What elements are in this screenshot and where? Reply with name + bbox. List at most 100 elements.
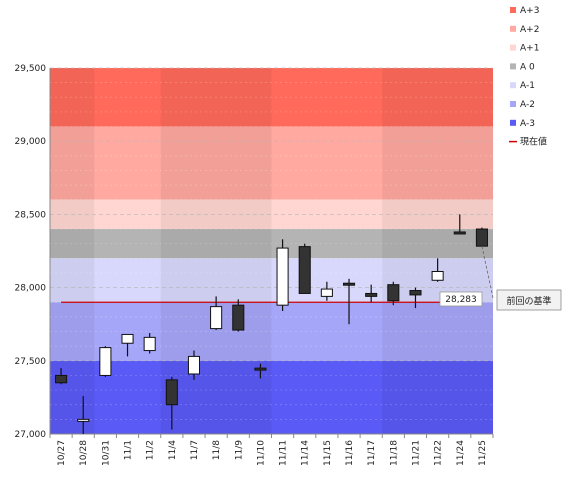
legend: A+3 A+2 A+1 A 0 A-1 A-2 A-3 現在値 — [509, 6, 547, 148]
legend-swatch-5 — [510, 101, 516, 107]
candle-body-up — [320, 288, 333, 297]
zone-band-3 — [50, 229, 493, 259]
x-tick-label: 11/1 — [124, 440, 134, 460]
x-tick-label: 11/16 — [345, 440, 355, 466]
candle-11/25 — [475, 227, 488, 247]
candle-11/11 — [276, 239, 289, 312]
x-tick-label: 10/27 — [57, 440, 67, 466]
x-tick-label: 11/2 — [146, 440, 156, 460]
x-tick-label: 11/24 — [456, 440, 466, 466]
y-tick-label: 29,500 — [15, 64, 47, 74]
candle-11/4 — [165, 376, 178, 430]
candle-body-down — [365, 292, 378, 297]
candle-body-up — [210, 306, 223, 330]
candle-body-up — [187, 355, 201, 375]
x-tick-label: 11/10 — [256, 440, 266, 466]
legend-label: A-2 — [520, 100, 535, 110]
legend-label: A+2 — [520, 25, 539, 35]
zone-band-1 — [50, 126, 493, 200]
candle-11/17 — [365, 284, 378, 303]
legend-label: A-3 — [520, 119, 535, 129]
column-shade-1 — [160, 68, 272, 434]
x-tick-label: 11/22 — [434, 440, 444, 466]
x-tick-label: 11/21 — [411, 440, 421, 466]
candle-10/27 — [55, 368, 68, 385]
candle-body-down — [55, 374, 68, 384]
x-tick-labels: 10/27 10/28 10/31 11/1 11/2 11/4 11/7 11/8 11/9 1… — [57, 440, 488, 466]
candle-11/24 — [453, 214, 466, 235]
x-tick-label: 11/4 — [168, 440, 178, 460]
legend-swatch-6 — [510, 119, 516, 126]
candle-body-up — [431, 270, 444, 281]
leader-line — [481, 246, 494, 299]
callout-label: 前回の基準 — [506, 295, 551, 307]
candle-11/22 — [431, 258, 444, 282]
x-tick-label: 11/9 — [234, 440, 244, 460]
candle-11/10 — [254, 363, 267, 379]
legend-swatch-4 — [510, 82, 516, 89]
candle-body-down — [475, 228, 488, 247]
last-value-label: 28,283 — [445, 295, 477, 305]
x-tick-label: 11/17 — [367, 440, 377, 466]
candle-body-down — [298, 246, 311, 294]
x-tick-label: 11/15 — [323, 440, 333, 466]
legend-label: A+3 — [520, 6, 539, 16]
axes — [49, 68, 494, 438]
zone-band-0 — [50, 68, 493, 127]
zone-band-6 — [50, 360, 493, 434]
candle-body-up — [121, 333, 134, 344]
candle-body-down — [254, 367, 267, 371]
legend-swatch-1 — [510, 25, 516, 32]
y-tick-label: 27,500 — [15, 357, 47, 367]
candle-11/7 — [187, 350, 201, 380]
zone-band-5 — [50, 302, 493, 361]
x-tick-label: 11/8 — [212, 440, 222, 460]
y-tick-label: 28,000 — [15, 284, 47, 294]
candle-body-up — [143, 336, 156, 352]
candle-10/28 — [77, 395, 90, 434]
candle-11/9 — [232, 299, 245, 332]
column-shading — [50, 68, 493, 434]
candle-11/1 — [121, 333, 134, 357]
x-tick-label: 11/25 — [478, 440, 488, 466]
column-shade-0 — [50, 68, 95, 434]
legend-label: A 0 — [520, 62, 535, 72]
y-tick-label: 28,500 — [15, 210, 47, 220]
candle-11/2 — [143, 332, 156, 354]
callout-box — [496, 289, 562, 311]
candle-11/18 — [387, 281, 400, 306]
candle-body-down — [409, 290, 422, 296]
zone-bands — [50, 68, 493, 434]
legend-label: 現在値 — [520, 136, 547, 148]
x-tick-label: 10/28 — [79, 440, 89, 466]
candle-body-up — [99, 347, 112, 376]
x-tick-label: 11/18 — [389, 440, 399, 466]
candle-body-down — [387, 284, 400, 302]
candles — [55, 214, 488, 434]
y-tick-label: 29,000 — [15, 137, 47, 147]
y-tick-label: 27,000 — [15, 430, 47, 440]
x-tick-label: 10/31 — [101, 440, 111, 466]
candle-body-down — [232, 304, 245, 331]
legend-label: A-1 — [520, 81, 535, 91]
candle-body-up — [276, 247, 289, 306]
last-value-box — [439, 291, 483, 307]
candle-body-down — [165, 379, 178, 406]
candle-11/8 — [210, 296, 223, 331]
column-shade-2 — [382, 68, 493, 434]
annotations: 28,283 前回の基準 — [439, 246, 562, 311]
candle-11/21 — [409, 287, 422, 309]
y-tick-labels: 27,000 27,500 28,000 28,500 29,000 29,500 — [15, 64, 47, 440]
x-tick-label: 11/7 — [190, 440, 200, 460]
candle-body-down — [453, 231, 466, 235]
legend-swatch-3 — [510, 63, 516, 70]
candle-11/14 — [298, 243, 311, 294]
x-tick-label: 11/11 — [279, 440, 289, 466]
legend-label: A+1 — [520, 44, 539, 54]
candle-body-down — [342, 282, 356, 286]
legend-swatch-2 — [510, 44, 516, 51]
legend-swatch-0 — [510, 7, 516, 13]
candle-11/15 — [320, 281, 333, 301]
